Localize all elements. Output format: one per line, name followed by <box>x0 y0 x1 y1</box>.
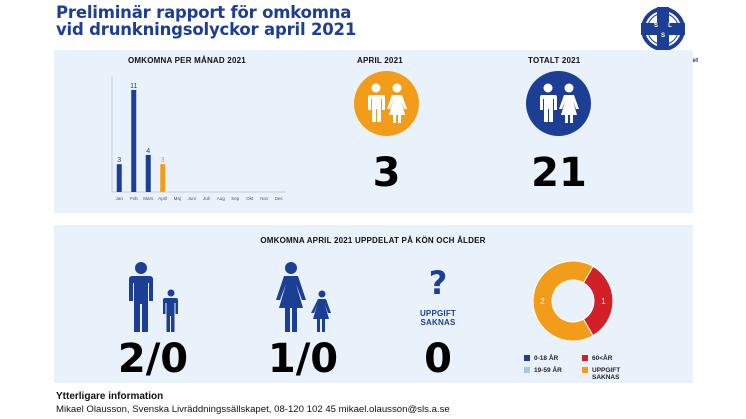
unknown-label-line-2: SAKNAS <box>420 318 456 327</box>
x-tick-label: Nov <box>260 196 269 201</box>
legend-swatch <box>524 355 530 361</box>
donut-slice-1 <box>532 260 594 342</box>
logo-letter-2: L <box>668 23 672 29</box>
page-title: Preliminär rapport för omkomna vid drunk… <box>56 4 356 38</box>
sls-logo: S L S <box>641 7 685 51</box>
april-label: APRIL 2021 <box>357 56 403 65</box>
female-value: 1/0 <box>267 336 339 382</box>
title-line-2: vid drunkningsolyckor april 2021 <box>56 20 357 39</box>
breakdown-title: OMKOMNA APRIL 2021 UPPDELAT PÅ KÖN OCH Å… <box>260 236 486 245</box>
x-tick-label: Sep <box>231 196 240 201</box>
monthly-chart-title: OMKOMNA PER MÅNAD 2021 <box>128 56 246 65</box>
april-total-value: 3 <box>372 150 401 196</box>
bar-april <box>160 164 166 192</box>
x-tick-label: Maj <box>174 196 181 201</box>
unknown-value: 0 <box>424 336 452 382</box>
x-tick-label: Okt <box>246 196 254 201</box>
x-tick-label: Juli <box>203 196 210 201</box>
legend-label: UPPGIFT SAKNAS <box>592 367 621 381</box>
legend-swatch <box>582 355 588 361</box>
legend-label: 60<ÅR <box>592 355 613 362</box>
x-tick-label: Jan <box>116 196 124 201</box>
bar-value-label: 4 <box>146 148 150 155</box>
donut-slice-0 <box>582 265 614 337</box>
man-and-boy-icon <box>129 262 178 332</box>
legend-label: 0-18 ÅR <box>534 355 559 362</box>
age-donut-chart: 12 <box>532 260 614 342</box>
title-line-1: Preliminär rapport för omkomna <box>56 3 352 22</box>
april-people-circle <box>354 71 419 136</box>
bar-mars <box>145 154 151 192</box>
male-female-icon <box>368 83 407 123</box>
male-value: 2/0 <box>117 336 189 382</box>
legend-label: 19-59 ÅR <box>534 367 562 374</box>
logo-letter-1: S <box>654 23 658 29</box>
monthly-bar-chart: 3 Jan 11 Feb 4 Mars 3 April Maj Juni Juli Aug Sep Okt… <box>111 76 286 201</box>
x-tick-label: April <box>158 196 167 201</box>
woman-and-girl-icon <box>276 262 331 332</box>
bar-value-label: 3 <box>117 157 121 164</box>
total-people-circle <box>526 71 591 136</box>
footer-contact: Mikael Olausson, Svenska Livräddningssäl… <box>56 404 450 415</box>
x-tick-label: Feb <box>130 196 138 201</box>
donut-slice-label: 1 <box>601 297 606 306</box>
legend-swatch <box>582 367 588 373</box>
logo-letter-3: S <box>661 33 665 39</box>
donut-slice-label: 2 <box>540 297 545 306</box>
bar-value-label: 11 <box>130 83 137 90</box>
bar-jan <box>116 164 122 192</box>
unknown-label: UPPGIFT SAKNAS <box>408 309 468 327</box>
x-tick-label: Mars <box>143 196 154 201</box>
total-label: TOTALT 2021 <box>528 56 581 65</box>
footer-heading: Ytterligare information <box>56 391 164 402</box>
unknown-label-line-1: UPPGIFT <box>419 309 457 318</box>
bar-value-label: 3 <box>161 157 165 164</box>
x-tick-label: Juni <box>188 196 196 201</box>
question-mark-icon: ? <box>428 264 448 302</box>
bar-feb <box>131 90 137 192</box>
legend-swatch <box>524 367 530 373</box>
x-tick-label: Dec <box>275 196 284 201</box>
x-tick-label: Aug <box>217 196 226 201</box>
year-total-value: 21 <box>531 150 587 196</box>
male-female-icon <box>540 83 579 123</box>
